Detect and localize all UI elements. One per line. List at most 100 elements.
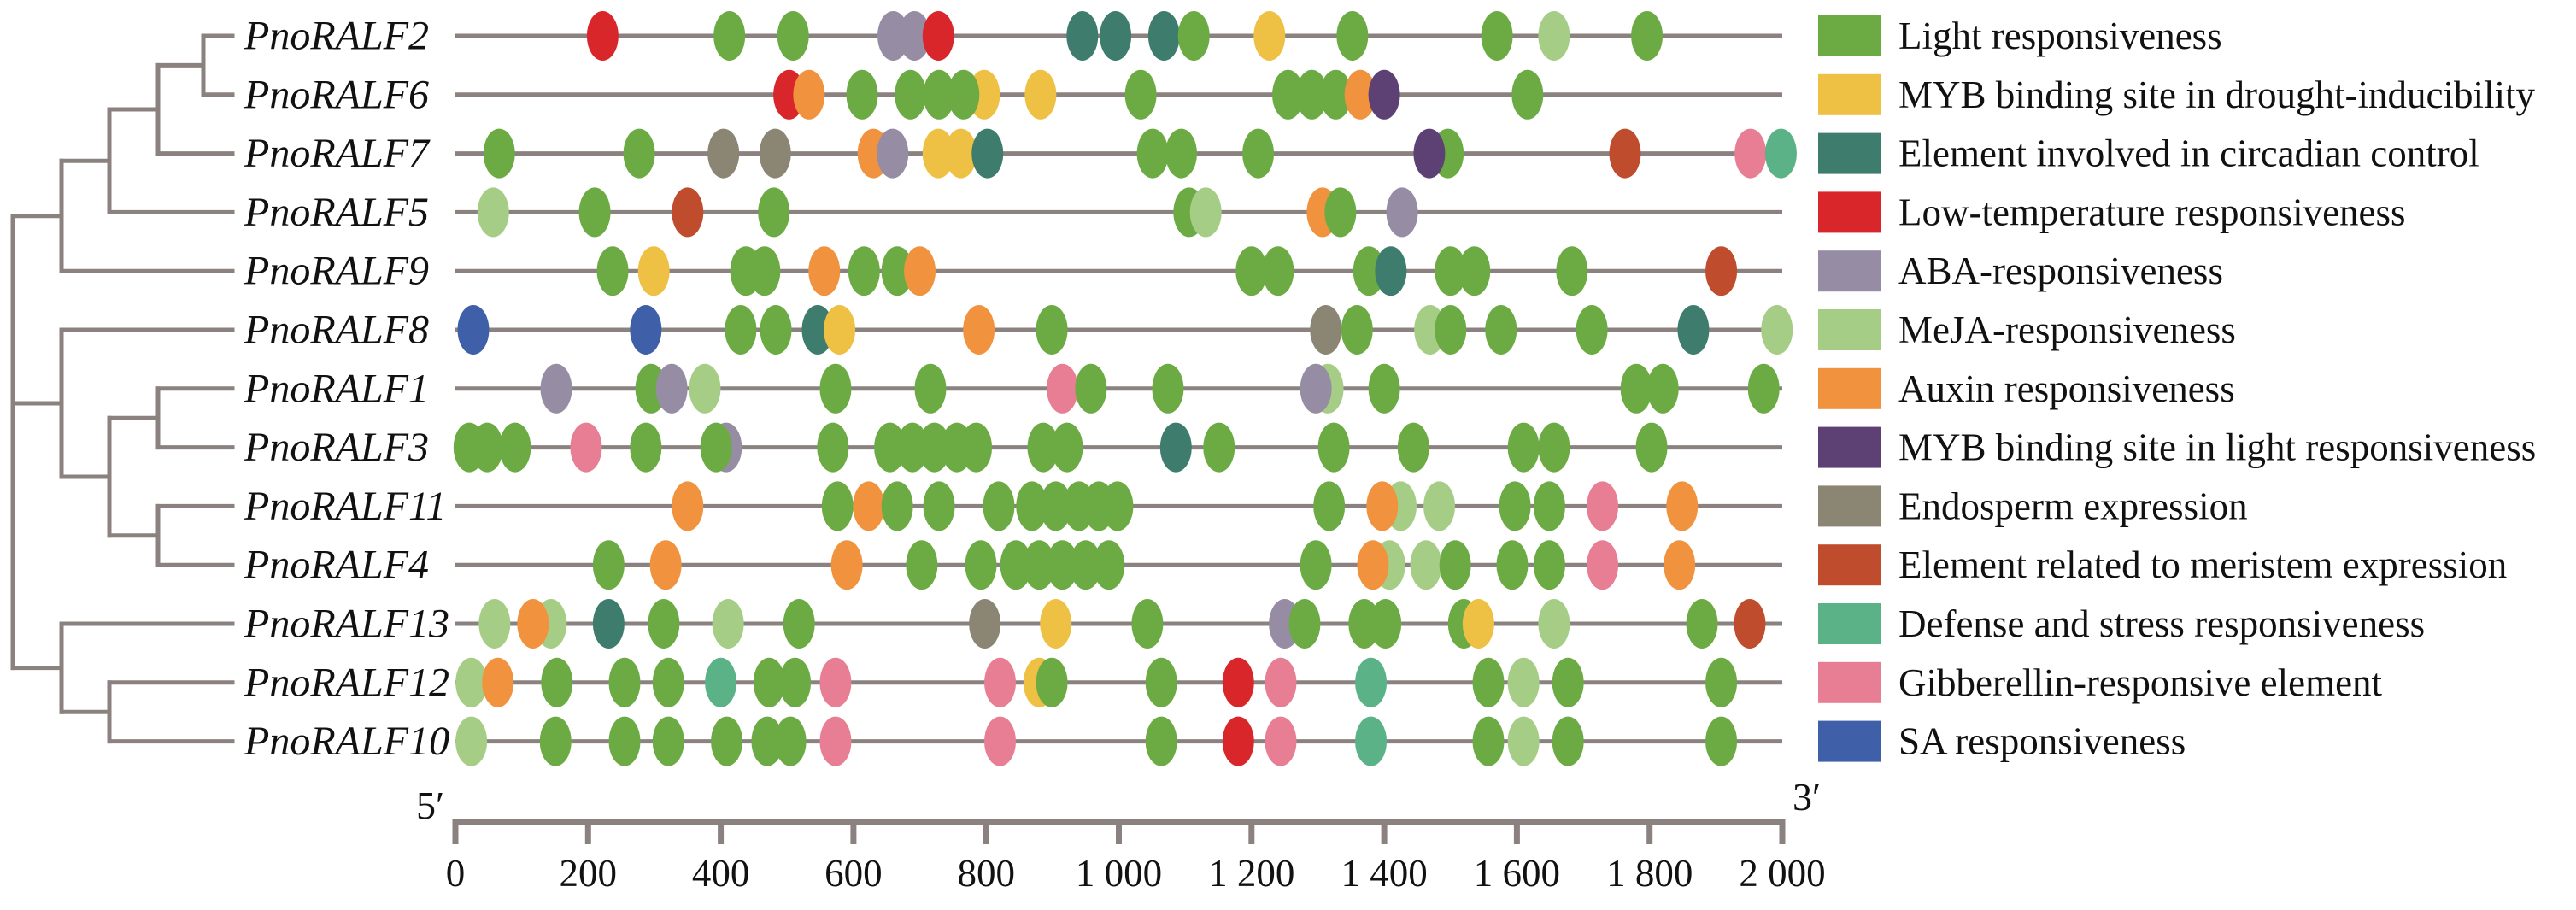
cis-element-light xyxy=(1370,599,1402,649)
legend-label-myb_light: MYB binding site in light responsiveness xyxy=(1898,426,2536,469)
cis-element-light xyxy=(1145,716,1177,766)
cis-element-drought xyxy=(922,128,954,179)
legend-item-circadian: Element involved in circadian control xyxy=(1818,132,2479,175)
cis-element-circadian xyxy=(1066,11,1099,61)
legend-item-sa: SA responsiveness xyxy=(1818,720,2186,763)
cis-element-light xyxy=(652,716,684,766)
axis-tick-label: 2 000 xyxy=(1739,852,1825,895)
cis-element-gibberellin xyxy=(1046,363,1078,414)
cis-element-meja xyxy=(712,599,744,649)
gene-track-PnoRALF9 xyxy=(455,246,1782,296)
cis-element-light xyxy=(1040,481,1072,531)
cis-element-light xyxy=(923,69,955,120)
axis-tick-label: 0 xyxy=(446,852,466,895)
axis-start-label: 5′ xyxy=(416,784,444,827)
cis-element-auxin xyxy=(517,599,549,649)
gene-label-PnoRALF10: PnoRALF10 xyxy=(244,719,449,764)
cis-element-light xyxy=(1397,422,1429,473)
gene-label-PnoRALF2: PnoRALF2 xyxy=(244,14,429,59)
cis-element-gibberellin xyxy=(819,657,852,707)
cis-element-aba xyxy=(1300,363,1332,414)
cis-element-gibberellin xyxy=(1587,481,1619,531)
position-axis: 0 200 400 600 800 1 000 1 200 1 400 1 600 1 800 2 … xyxy=(416,775,1826,895)
cis-element-light xyxy=(1556,246,1588,296)
cis-element-sa xyxy=(457,305,490,355)
legend-label-auxin: Auxin responsiveness xyxy=(1898,367,2235,410)
cis-element-light xyxy=(1533,481,1565,531)
cis-element-light xyxy=(1075,363,1107,414)
cis-element-meja xyxy=(1507,657,1540,707)
cis-element-aba xyxy=(877,128,909,179)
cis-element-light xyxy=(483,128,515,179)
legend-label-light: Light responsiveness xyxy=(1898,15,2222,57)
cis-element-light xyxy=(1472,716,1505,766)
cis-element-light xyxy=(1152,363,1184,414)
cis-element-light xyxy=(1507,422,1540,473)
cis-element-light xyxy=(1646,363,1679,414)
cis-element-endosperm xyxy=(969,599,1001,649)
gene-track-PnoRALF8 xyxy=(455,305,1793,355)
legend-label-defense: Defense and stress responsiveness xyxy=(1898,602,2425,645)
legend-label-aba: ABA-responsiveness xyxy=(1898,250,2223,292)
cis-element-light xyxy=(983,481,1015,531)
cis-element-light xyxy=(896,422,929,473)
cis-element-meja xyxy=(455,657,488,707)
axis-tick-label: 1 800 xyxy=(1606,852,1693,895)
cis-element-light xyxy=(1620,363,1652,414)
cis-element-light xyxy=(1016,481,1048,531)
cis-element-light xyxy=(471,422,503,473)
cis-element-auxin xyxy=(1666,481,1699,531)
cis-element-sa xyxy=(630,305,662,355)
cis-element-light xyxy=(1036,305,1068,355)
cis-element-aba xyxy=(655,363,688,414)
cis-element-defense xyxy=(1355,657,1388,707)
cis-element-light xyxy=(1472,657,1505,707)
cis-element-meja xyxy=(1423,481,1456,531)
cis-element-meja xyxy=(1761,305,1793,355)
cis-element-light xyxy=(1272,69,1305,120)
gene-track-PnoRALF1 xyxy=(455,363,1782,414)
cis-element-light xyxy=(1070,540,1102,590)
cis-element-light xyxy=(1496,540,1529,590)
cis-element-auxin xyxy=(963,305,995,355)
cis-element-light xyxy=(1051,422,1083,473)
legend-label-endosperm: Endosperm expression xyxy=(1898,484,2248,527)
cis-element-light xyxy=(1747,363,1780,414)
legend-label-drought: MYB binding site in drought-inducibility xyxy=(1898,73,2535,116)
cis-element-meja xyxy=(1189,187,1222,238)
cis-element-light xyxy=(499,422,531,473)
cis-element-light xyxy=(1499,481,1531,531)
cis-element-drought xyxy=(1024,69,1057,120)
cis-element-lowtemp xyxy=(922,11,954,61)
cis-element-meja xyxy=(1507,716,1540,766)
cis-element-light xyxy=(779,657,812,707)
cis-element-meja xyxy=(1538,11,1570,61)
cis-element-light xyxy=(906,540,938,590)
cis-element-light xyxy=(1324,187,1357,238)
cis-element-light xyxy=(608,716,641,766)
cis-element-light xyxy=(1027,422,1059,473)
axis-tick-label: 800 xyxy=(957,852,1015,895)
cis-element-drought xyxy=(1253,11,1286,61)
legend-item-lowtemp: Low-temperature responsiveness xyxy=(1818,191,2406,233)
cis-element-gibberellin xyxy=(1265,657,1297,707)
legend-swatch-auxin xyxy=(1818,367,1881,409)
legend-item-myb_light: MYB binding site in light responsiveness xyxy=(1818,426,2536,469)
cis-element-auxin xyxy=(649,540,682,590)
cis-element-aba xyxy=(898,11,930,61)
cis-element-light xyxy=(777,11,809,61)
cis-element-light xyxy=(652,657,684,707)
gene-label-PnoRALF6: PnoRALF6 xyxy=(244,72,429,117)
gene-labels: PnoRALF2 PnoRALF6 PnoRALF7 PnoRALF5 PnoRALF9… xyxy=(244,14,449,765)
cis-element-light xyxy=(1124,69,1157,120)
cis-element-light xyxy=(1485,305,1517,355)
legend-item-auxin: Auxin responsiveness xyxy=(1818,367,2235,410)
cis-element-light xyxy=(1631,11,1664,61)
cis-element-auxin xyxy=(1366,481,1399,531)
gene-label-PnoRALF11: PnoRALF11 xyxy=(244,484,446,529)
cis-element-lowtemp xyxy=(586,11,619,61)
cis-element-light xyxy=(1131,599,1164,649)
cis-element-light xyxy=(751,716,783,766)
